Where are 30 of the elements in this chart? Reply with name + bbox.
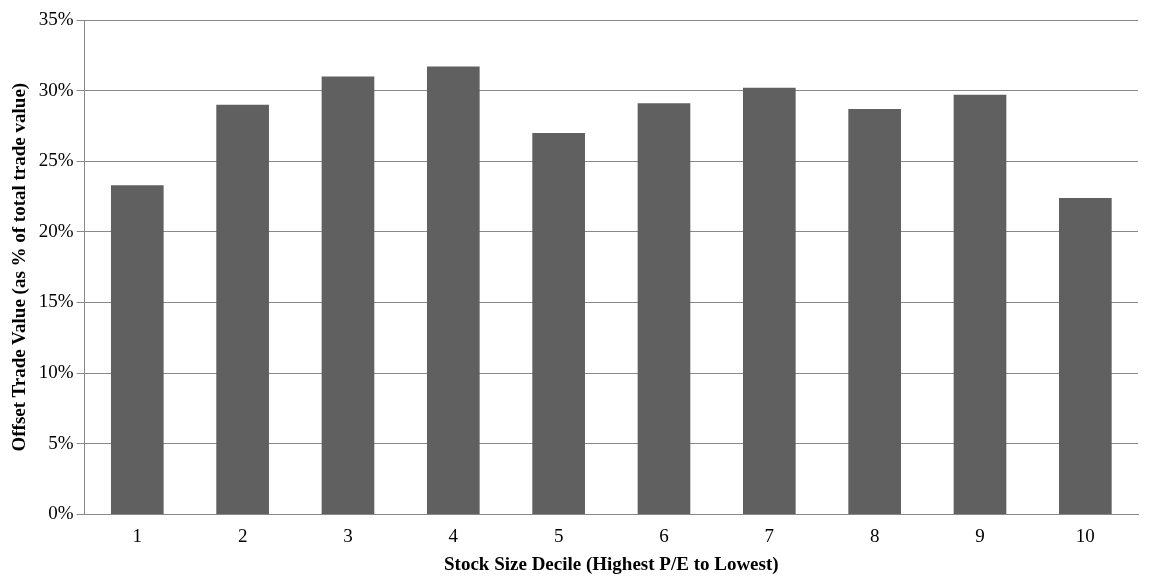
bar — [637, 103, 691, 514]
bar — [742, 87, 796, 514]
x-tick-label: 5 — [553, 524, 564, 546]
bar — [426, 66, 480, 514]
bar — [848, 108, 901, 514]
x-tick-label: 2 — [237, 524, 248, 546]
x-tick-label: 7 — [764, 524, 775, 546]
y-tick-label: 25% — [38, 149, 74, 171]
x-tick-label: 1 — [132, 524, 143, 546]
x-tick-label: 6 — [659, 524, 669, 546]
y-tick-label: 20% — [38, 219, 74, 241]
bar — [953, 94, 1007, 514]
y-axis-title: Offset Trade Value (as % of total trade value) — [8, 82, 31, 452]
bar — [532, 133, 585, 514]
y-tick-label: 0% — [48, 502, 74, 524]
y-tick-label: 35% — [38, 7, 74, 29]
y-tick-label: 30% — [38, 78, 74, 100]
y-tick-label: 5% — [48, 431, 74, 453]
bar — [321, 76, 375, 514]
x-tick-label: 3 — [343, 524, 353, 546]
x-tick-label: 4 — [448, 524, 459, 546]
x-axis-title: Stock Size Decile (Highest P/E to Lowest) — [444, 552, 779, 575]
bar — [216, 104, 269, 514]
bar — [1059, 197, 1112, 514]
x-tick-label: 10 — [1075, 524, 1095, 546]
x-tick-label: 9 — [975, 524, 985, 546]
y-tick-label: 10% — [38, 361, 74, 383]
bar — [110, 185, 164, 514]
y-tick-label: 15% — [38, 290, 74, 312]
x-tick-label: 8 — [869, 524, 880, 546]
